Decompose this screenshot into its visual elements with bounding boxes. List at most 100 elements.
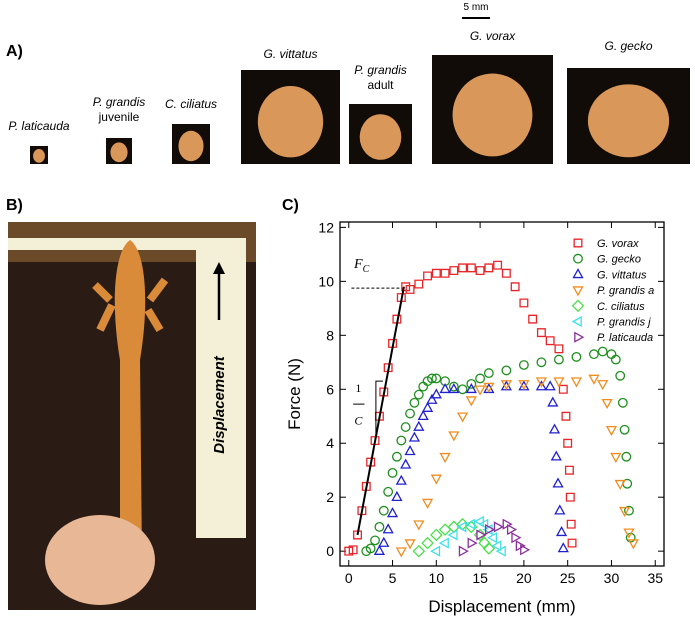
legend-label: P. grandis a: [597, 285, 654, 297]
x-tick-label: 30: [604, 570, 620, 586]
foot: [33, 149, 45, 163]
data-point: [378, 536, 390, 547]
x-tick-label: 20: [516, 570, 532, 586]
data-point: [404, 445, 416, 456]
data-point: [439, 382, 451, 394]
data-point: [564, 465, 574, 475]
data-point: [449, 266, 459, 276]
data-point: [483, 368, 494, 379]
data-point: [401, 282, 411, 292]
annotation: FC: [353, 257, 370, 275]
legend-marker: [574, 331, 585, 343]
plate: [196, 238, 246, 538]
legend-marker: [572, 286, 584, 297]
data-point: [348, 545, 358, 555]
legend-label: C. ciliatus: [597, 301, 645, 313]
legend-label: P. laticauda: [597, 332, 653, 344]
specimen-name: G. gecko: [604, 39, 652, 53]
data-point: [457, 384, 468, 395]
x-axis-title: Displacement (mm): [428, 597, 575, 616]
data-point: [427, 373, 437, 384]
data-point: [493, 260, 503, 270]
data-point: [482, 523, 493, 536]
x-tick-label: 10: [429, 570, 445, 586]
x-tick-label: 0: [345, 570, 353, 586]
data-point: [501, 365, 512, 376]
y-axis-title: Force (N): [285, 358, 304, 430]
data-point: [466, 378, 477, 389]
data-point: [438, 537, 449, 549]
data-point: [474, 385, 486, 396]
data-point: [448, 431, 460, 442]
data-point: [500, 380, 512, 391]
annotation-text: F: [353, 257, 363, 272]
specimen-name: G. vorax: [470, 29, 516, 43]
hand: [45, 515, 155, 605]
data-point: [558, 384, 568, 394]
panel-label: C): [282, 197, 299, 214]
data-point: [440, 268, 450, 278]
panel-label: B): [6, 197, 23, 214]
data-point: [400, 458, 412, 469]
y-tick-label: 8: [326, 327, 334, 343]
fit-line: [356, 286, 405, 536]
data-point: [456, 521, 467, 533]
data-point: [511, 532, 522, 544]
data-point: [536, 328, 546, 338]
specimen-name: C. ciliatus: [165, 97, 217, 111]
data-point: [548, 423, 561, 434]
data-point: [412, 544, 426, 558]
data-point: [478, 536, 491, 550]
data-point: [400, 422, 411, 432]
data-point: [621, 451, 632, 462]
data-point: [413, 389, 424, 400]
data-point: [493, 521, 504, 533]
data-point: [484, 263, 494, 273]
data-point: [563, 438, 573, 448]
data-point: [374, 521, 385, 532]
data-point: [447, 529, 458, 541]
data-point: [619, 424, 630, 435]
data-point: [458, 545, 469, 557]
legend-marker: [572, 268, 584, 279]
data-point: [465, 518, 476, 530]
data-point: [550, 450, 562, 461]
gecko-body: [114, 240, 146, 560]
specimen-note: adult: [367, 78, 394, 92]
x-tick-label: 35: [647, 570, 663, 586]
data-point: [421, 498, 434, 509]
data-point: [482, 542, 496, 555]
data-point: [404, 539, 416, 550]
data-point: [387, 467, 398, 478]
annotation-subscript: C: [363, 264, 370, 275]
data-point: [373, 544, 386, 555]
data-point: [552, 477, 564, 488]
y-tick-label: 10: [318, 273, 334, 289]
specimen-name: G. vittatus: [263, 47, 317, 61]
data-point: [495, 545, 506, 557]
data-point: [518, 360, 529, 370]
data-point: [627, 539, 639, 550]
data-point: [623, 528, 635, 539]
legend-marker: [573, 238, 583, 248]
data-point: [465, 396, 477, 407]
data-point: [610, 354, 621, 365]
legend-marker: [573, 253, 583, 264]
specimen-name: P. laticauda: [8, 119, 69, 133]
data-point: [510, 282, 520, 292]
data-point: [483, 382, 495, 393]
data-point: [486, 532, 498, 544]
data-point: [430, 474, 442, 485]
legend-label: G. vorax: [597, 238, 639, 250]
data-point: [617, 397, 628, 408]
data-point: [536, 357, 547, 368]
y-tick-label: 12: [318, 219, 334, 235]
foot: [452, 73, 533, 157]
panel-label: A): [6, 43, 23, 60]
specimen-note: juvenile: [98, 110, 140, 124]
gecko-limbs: [92, 277, 169, 333]
data-point: [554, 504, 566, 515]
data-point: [421, 401, 434, 412]
data-point: [475, 373, 486, 384]
